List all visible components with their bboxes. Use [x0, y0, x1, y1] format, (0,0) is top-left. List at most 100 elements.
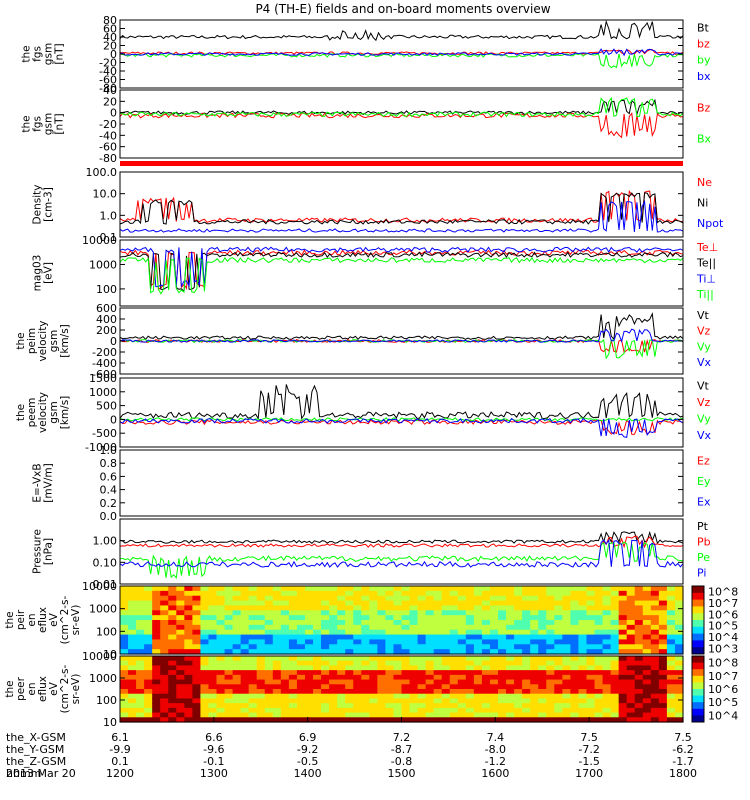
- heatmap-cell: [208, 649, 218, 655]
- heatmap-cell: [409, 629, 419, 636]
- heatmap-cell: [192, 660, 202, 667]
- heatmap-cell: [224, 703, 234, 709]
- heatmap-cell: [449, 698, 459, 704]
- heatmap-cell: [433, 703, 443, 709]
- heatmap-cell: [313, 644, 322, 650]
- heatmap-cell: [610, 707, 620, 714]
- heatmap-cell: [353, 674, 362, 681]
- heatmap-cell: [136, 689, 145, 695]
- heatmap-cell: [546, 670, 555, 676]
- heatmap-cell: [441, 649, 451, 655]
- heatmap-cell: [192, 615, 202, 621]
- heatmap-cell: [184, 693, 193, 700]
- heatmap-cell: [248, 684, 258, 690]
- heatmap-cell: [666, 679, 676, 685]
- heatmap-cell: [136, 605, 145, 611]
- colorbar-segment: [692, 620, 704, 628]
- heatmap-cell: [216, 595, 226, 602]
- heatmap-cell: [658, 600, 668, 607]
- heatmap-cell: [232, 707, 242, 714]
- series-line-p3-1: [119, 192, 684, 225]
- heatmap-cell: [642, 656, 652, 662]
- heatmap-cell: [224, 656, 234, 662]
- heatmap-cell: [296, 595, 306, 602]
- heatmap-cell: [345, 644, 354, 650]
- heatmap-cell: [626, 595, 636, 602]
- series-line-p8-3: [119, 538, 684, 568]
- heatmap-cell: [304, 684, 314, 690]
- heatmap-cell: [578, 656, 588, 662]
- heatmap-cell: [554, 707, 563, 714]
- heatmap-cell: [546, 679, 555, 685]
- heatmap-cell: [674, 644, 684, 650]
- heatmap-cell: [232, 605, 242, 611]
- heatmap-cell: [337, 615, 346, 621]
- heatmap-cell: [120, 649, 129, 655]
- heatmap-cell: [449, 610, 459, 616]
- heatmap-cell: [304, 679, 314, 685]
- heatmap-cell: [441, 634, 451, 641]
- heatmap-cell: [184, 649, 193, 655]
- heatmap-cell: [280, 639, 290, 645]
- heatmap-cell: [433, 605, 443, 611]
- heatmap-cell: [128, 660, 137, 667]
- heatmap-cell: [594, 660, 604, 667]
- heatmap-cell: [248, 665, 258, 671]
- heatmap-cell: [481, 634, 491, 641]
- heatmap-cell: [369, 698, 378, 704]
- heatmap-cell: [296, 634, 306, 641]
- series-line-p4-1: [119, 251, 684, 293]
- heatmap-cell: [602, 605, 612, 611]
- heatmap-cell: [216, 634, 226, 641]
- heatmap-cell: [465, 615, 475, 621]
- heatmap-cell: [313, 624, 322, 631]
- heatmap-cell: [489, 610, 499, 616]
- heatmap-cell: [144, 684, 153, 690]
- heatmap-cell: [393, 605, 403, 611]
- heatmap-cell: [562, 703, 571, 709]
- y-axis-label: Density [cm-3]: [32, 185, 55, 225]
- y-axis-label: the fgs gsm [nT]: [21, 113, 66, 135]
- y-axis-label-line: fgs: [32, 46, 44, 62]
- heatmap-cell: [337, 717, 346, 723]
- heatmap-cell: [369, 610, 378, 616]
- heatmap-cell: [176, 707, 185, 714]
- heatmap-cell: [272, 698, 282, 704]
- heatmap-cell: [256, 605, 266, 611]
- heatmap-cell: [425, 629, 435, 636]
- heatmap-cell: [168, 679, 177, 685]
- heatmap-cell: [313, 620, 322, 626]
- heatmap-cell: [610, 670, 620, 676]
- heatmap-cell: [304, 693, 314, 700]
- heatmap-cell: [361, 717, 370, 723]
- heatmap-cell: [200, 595, 210, 602]
- heatmap-cell: [602, 590, 612, 597]
- heatmap-cell: [449, 679, 459, 685]
- heatmap-cell: [586, 629, 596, 636]
- y-tick-label: 10000: [82, 650, 117, 663]
- heatmap-cell: [506, 674, 515, 681]
- heatmap-cell: [369, 595, 378, 602]
- heatmap-cell: [256, 586, 266, 592]
- heatmap-cell: [144, 703, 153, 709]
- series-line-p6-2: [119, 417, 684, 422]
- heatmap-cell: [128, 693, 137, 700]
- heatmap-cell: [248, 717, 258, 723]
- heatmap-cell: [304, 639, 314, 645]
- heatmap-cell: [240, 703, 250, 709]
- heatmap-cell: [465, 703, 475, 709]
- heatmap-cell: [570, 693, 580, 700]
- colorbar-tick-label: 10^5: [708, 696, 738, 709]
- heatmap-cell: [658, 717, 668, 723]
- heatmap-cell: [554, 649, 563, 655]
- heatmap-cell: [441, 629, 451, 636]
- heatmap-cell: [216, 624, 226, 631]
- heatmap-cell: [160, 624, 169, 631]
- heatmap-cell: [417, 698, 427, 704]
- heatmap-cell: [417, 674, 427, 681]
- heatmap-cell: [506, 595, 515, 602]
- heatmap-cell: [457, 679, 467, 685]
- heatmap-cell: [554, 665, 563, 671]
- heatmap-cell: [457, 605, 467, 611]
- ephemeris-value: 1300: [200, 767, 228, 780]
